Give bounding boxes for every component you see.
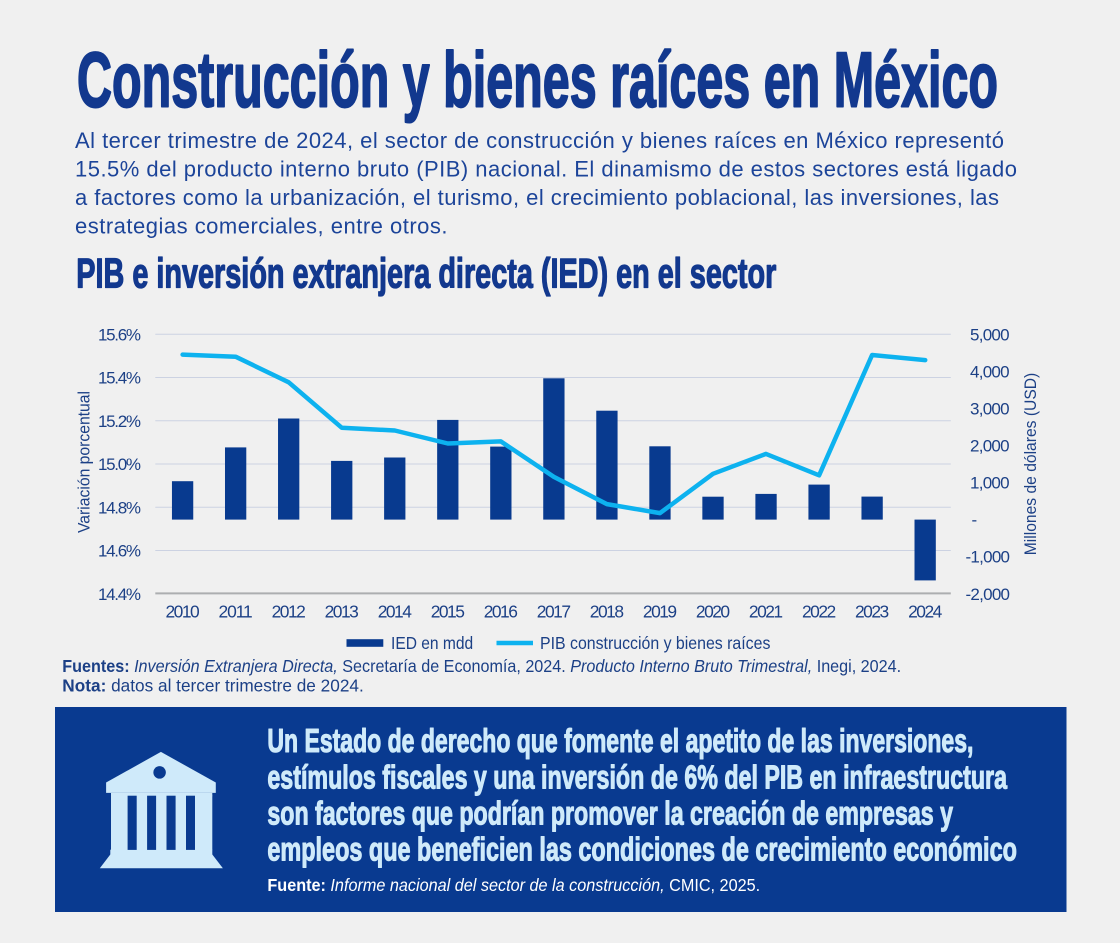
svg-text:2015: 2015 <box>431 602 465 622</box>
svg-text:15.2%: 15.2% <box>98 412 141 431</box>
svg-text:2021: 2021 <box>749 602 783 622</box>
svg-text:4,000: 4,000 <box>970 362 1010 381</box>
svg-text:2018: 2018 <box>590 602 624 622</box>
svg-text:2013: 2013 <box>325 602 359 622</box>
svg-text:IED en mdd: IED en mdd <box>391 633 473 653</box>
svg-text:14.6%: 14.6% <box>98 542 141 561</box>
svg-text:Variación porcentual: Variación porcentual <box>75 391 94 533</box>
svg-text:Millones de dólares (USD): Millones de dólares (USD) <box>1021 373 1040 556</box>
svg-text:2020: 2020 <box>696 602 730 622</box>
svg-text:Fuentes: Inversión Extranjera: Fuentes: Inversión Extranjera Directa, S… <box>62 657 901 677</box>
svg-text:2010: 2010 <box>166 602 200 622</box>
svg-text:son factores que podrían promo: son factores que podrían promover la cre… <box>267 796 953 833</box>
svg-text:14.4%: 14.4% <box>98 585 141 604</box>
svg-text:-1,000: -1,000 <box>966 548 1011 567</box>
svg-text:-2,000: -2,000 <box>966 585 1011 604</box>
svg-text:estímulos fiscales y una inver: estímulos fiscales y una inversión de 6%… <box>267 759 1007 796</box>
svg-text:1,000: 1,000 <box>970 474 1010 493</box>
svg-text:Al tercer trimestre de 2024, e: Al tercer trimestre de 2024, el sector d… <box>75 128 1004 153</box>
svg-text:PIB e inversión extranjera dir: PIB e inversión extranjera directa (IED)… <box>76 250 776 297</box>
svg-text:2012: 2012 <box>272 602 306 622</box>
svg-text:a factores como la urbanizació: a factores como la urbanización, el turi… <box>75 185 999 210</box>
svg-text:14.8%: 14.8% <box>98 498 141 517</box>
svg-text:2014: 2014 <box>378 602 413 622</box>
svg-text:2022: 2022 <box>802 602 836 622</box>
svg-text:2023: 2023 <box>855 602 889 622</box>
svg-text:2017: 2017 <box>537 602 571 622</box>
svg-text:empleos que beneficien las con: empleos que beneficien las condiciones d… <box>267 832 1017 869</box>
svg-text:2011: 2011 <box>219 602 253 622</box>
svg-text:5,000: 5,000 <box>970 325 1010 344</box>
svg-text:Un Estado de derecho que fomen: Un Estado de derecho que fomente el apet… <box>267 723 973 760</box>
svg-text:2019: 2019 <box>643 602 677 622</box>
svg-text:2016: 2016 <box>484 602 518 622</box>
svg-text:15.0%: 15.0% <box>98 455 141 474</box>
svg-text:15.4%: 15.4% <box>98 369 141 388</box>
svg-text:Nota: datos al tercer trimestr: Nota: datos al tercer trimestre de 2024. <box>62 675 363 695</box>
svg-text:15.5% del producto interno bru: 15.5% del producto interno bruto (PIB) n… <box>75 157 1017 182</box>
svg-text:-: - <box>972 511 978 530</box>
svg-text:2024: 2024 <box>908 602 943 622</box>
svg-text:Fuente: Informe nacional del s: Fuente: Informe nacional del sector de l… <box>267 875 760 895</box>
svg-text:Construcción y bienes raíces e: Construcción y bienes raíces en México <box>77 37 998 123</box>
svg-text:3,000: 3,000 <box>970 399 1010 418</box>
svg-text:PIB construcción y bienes raíc: PIB construcción y bienes raíces <box>540 633 771 653</box>
svg-text:15.6%: 15.6% <box>98 325 141 344</box>
svg-text:estrategias comerciales, entre: estrategias comerciales, entre otros. <box>75 214 448 239</box>
svg-text:2,000: 2,000 <box>970 437 1010 456</box>
